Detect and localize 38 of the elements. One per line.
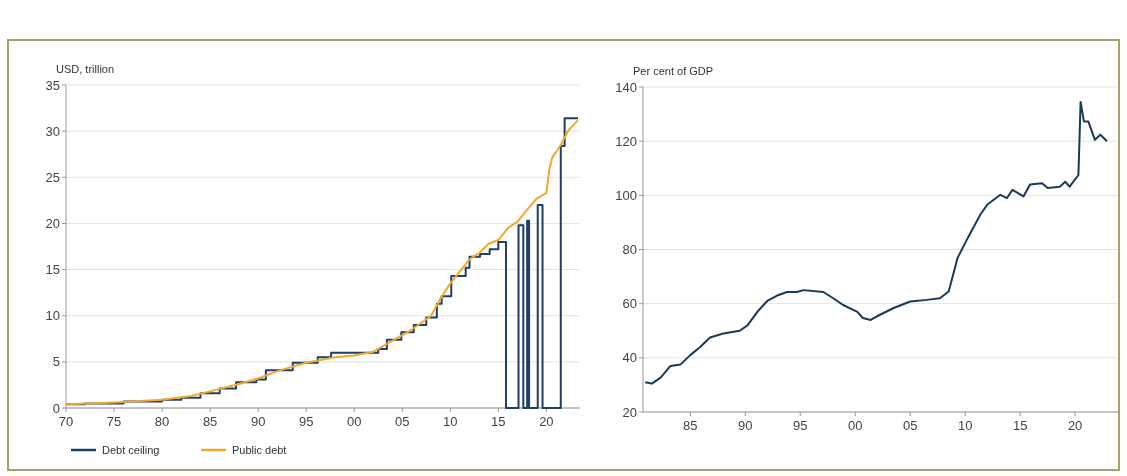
x-tick-label: 20	[539, 414, 554, 429]
x-tick-label: 75	[106, 414, 122, 429]
y-tick-label: 100	[615, 187, 637, 203]
y-tick-label: 60	[622, 296, 637, 312]
x-tick-label: 85	[202, 414, 218, 429]
x-tick-label: 10	[957, 418, 973, 433]
legend-label: Public debt	[232, 443, 287, 456]
x-tick-label: 20	[1067, 418, 1083, 433]
y-tick-label: 140	[615, 79, 637, 95]
y-tick-label: 40	[622, 350, 637, 366]
x-tick-label: 15	[1012, 418, 1028, 433]
x-tick-label: 95	[793, 418, 808, 433]
y-tick-label: 5	[52, 354, 60, 370]
y-tick-label: 20	[45, 215, 60, 231]
y-tick-label: 10	[45, 308, 60, 324]
y-axis-title: Per cent of GDP	[633, 65, 714, 77]
legend-label: Debt ceiling	[102, 443, 160, 456]
x-tick-label: 00	[847, 418, 863, 433]
x-tick-label: 00	[346, 414, 362, 429]
y-axis-title: USD, trillion	[56, 63, 115, 75]
y-tick-label: 0	[52, 400, 60, 416]
y-tick-label: 25	[45, 169, 60, 185]
y-tick-label: 120	[615, 133, 637, 149]
x-tick-label: 80	[154, 414, 170, 429]
x-tick-label: 10	[443, 414, 458, 429]
x-tick-label: 85	[683, 418, 698, 433]
x-tick-label: 15	[491, 414, 506, 429]
x-tick-label: 90	[250, 414, 266, 429]
y-tick-label: 35	[45, 77, 60, 93]
y-tick-label: 30	[45, 123, 60, 139]
line-series	[644, 100, 1109, 385]
y-tick-label: 80	[622, 242, 637, 258]
x-tick-label: 95	[298, 414, 314, 429]
y-tick-label: 15	[45, 262, 60, 278]
x-tick-label: 05	[902, 418, 918, 433]
x-tick-label: 90	[738, 418, 753, 433]
x-tick-label: 05	[395, 414, 410, 429]
x-tick-label: 70	[58, 414, 74, 429]
